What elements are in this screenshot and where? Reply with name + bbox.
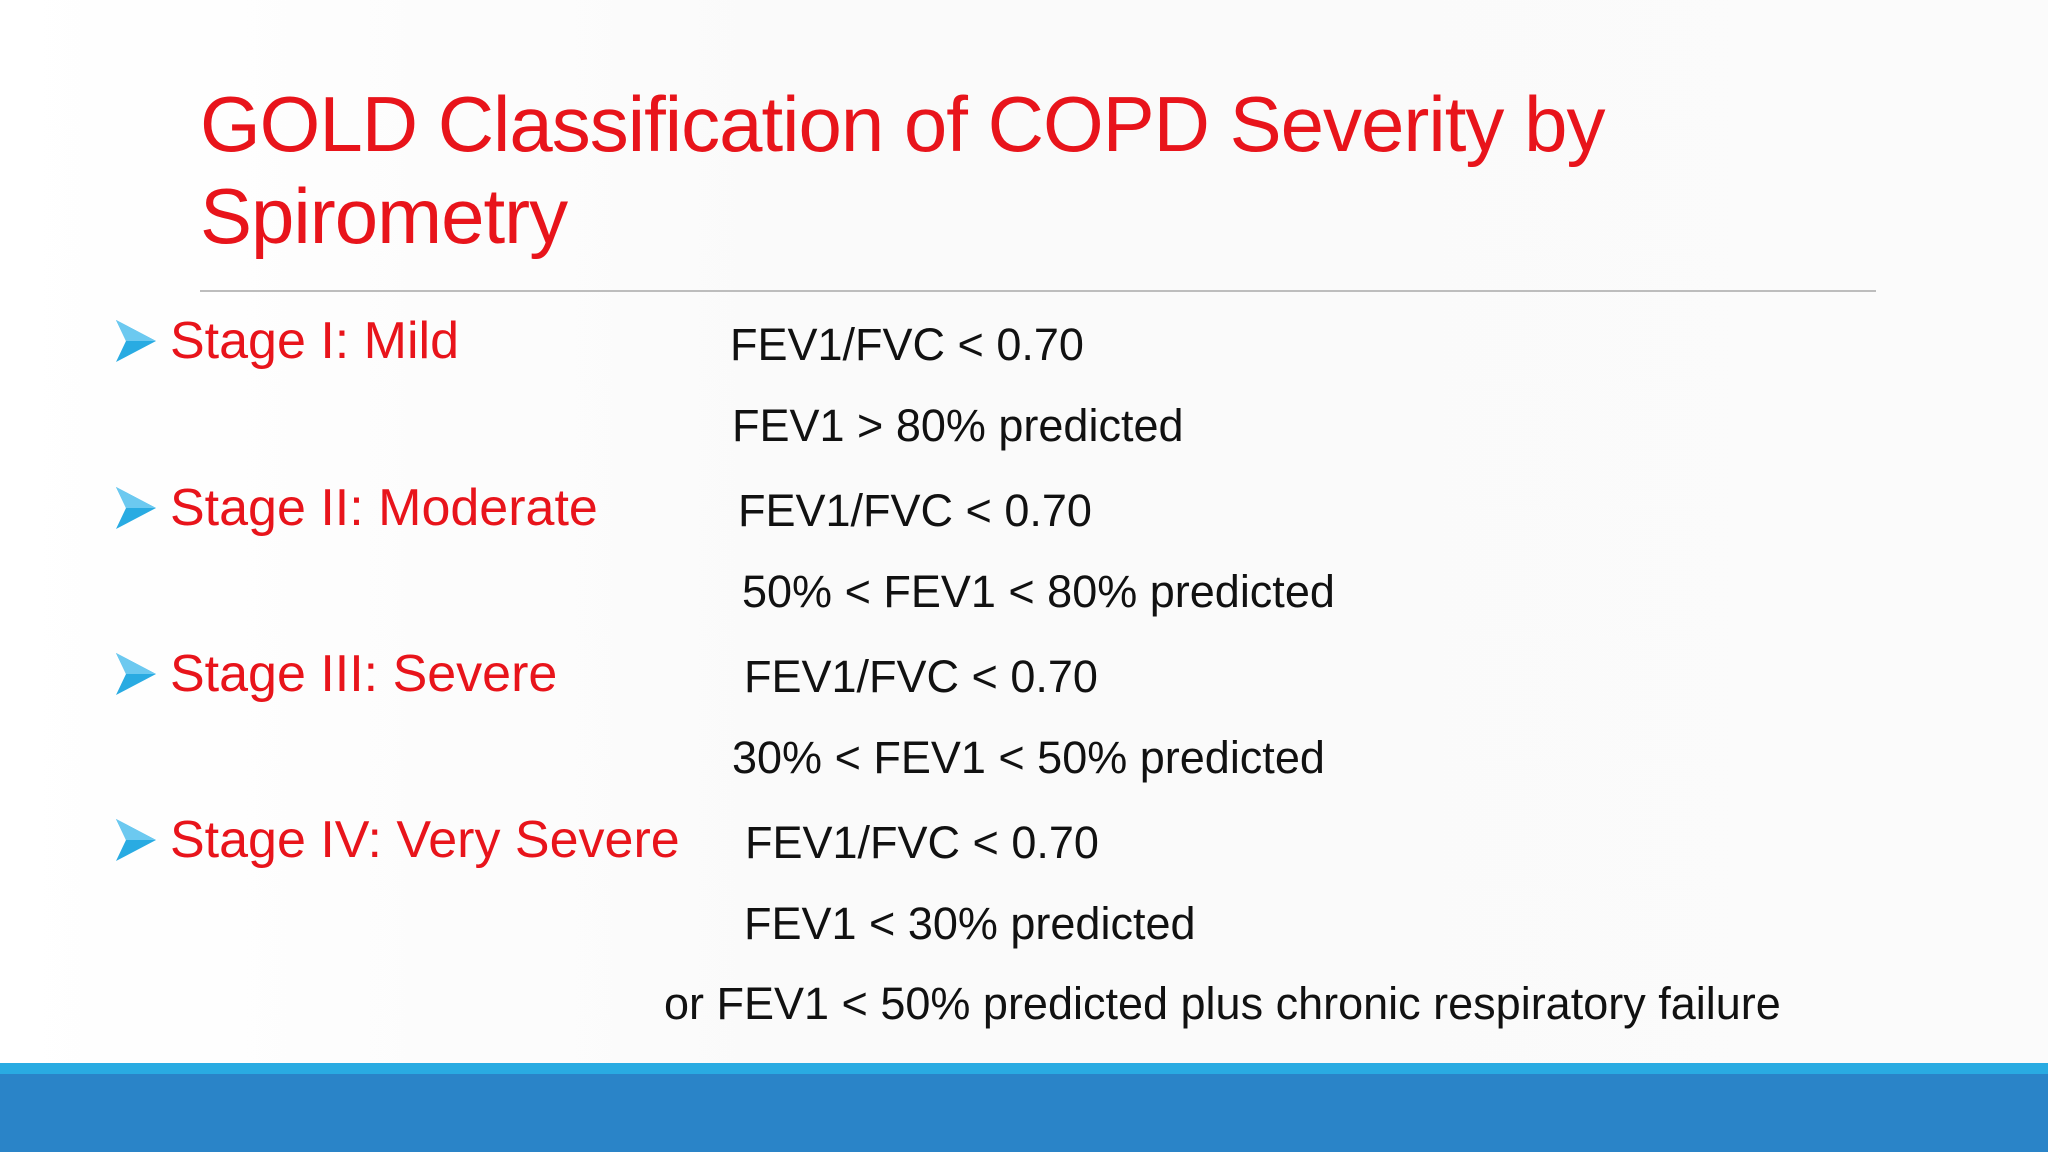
stage-label: Stage I: Mild	[170, 312, 460, 370]
stage-1-criterion-fev1: FEV1 > 80% predicted	[732, 400, 1184, 451]
stage-3-criterion-ratio: FEV1/FVC < 0.70	[744, 651, 1098, 702]
footer-bar	[0, 1063, 2048, 1152]
stage-2-criterion-fev1: 50% < FEV1 < 80% predicted	[742, 566, 1335, 617]
stage-item-3: Stage III: Severe	[114, 639, 557, 709]
stage-4-criterion-fev1: FEV1 < 30% predicted	[744, 898, 1196, 949]
arrowhead-bullet-icon	[116, 487, 156, 529]
stage-4-criterion-ratio: FEV1/FVC < 0.70	[745, 817, 1099, 868]
stage-item-4: Stage IV: Very Severe	[114, 805, 680, 875]
stage-label: Stage II: Moderate	[170, 479, 598, 537]
stage-label: Stage IV: Very Severe	[170, 811, 680, 869]
stage-item-1: Stage I: Mild	[114, 306, 459, 376]
arrowhead-bullet-icon	[116, 653, 156, 695]
stage-2-criterion-ratio: FEV1/FVC < 0.70	[738, 485, 1092, 536]
arrowhead-bullet-icon	[116, 320, 156, 362]
arrowhead-bullet-icon	[116, 819, 156, 861]
footer-accent-stripe	[0, 1063, 2048, 1074]
stage-1-criterion-ratio: FEV1/FVC < 0.70	[730, 319, 1084, 370]
stage-item-2: Stage II: Moderate	[114, 473, 598, 543]
slide-title: GOLD Classification of COPD Severity by …	[200, 80, 1605, 260]
stage-3-criterion-fev1: 30% < FEV1 < 50% predicted	[732, 732, 1325, 783]
title-divider	[200, 290, 1876, 292]
stage-4-criterion-alternative: or FEV1 < 50% predicted plus chronic res…	[664, 978, 1781, 1029]
stage-label: Stage III: Severe	[170, 645, 558, 703]
